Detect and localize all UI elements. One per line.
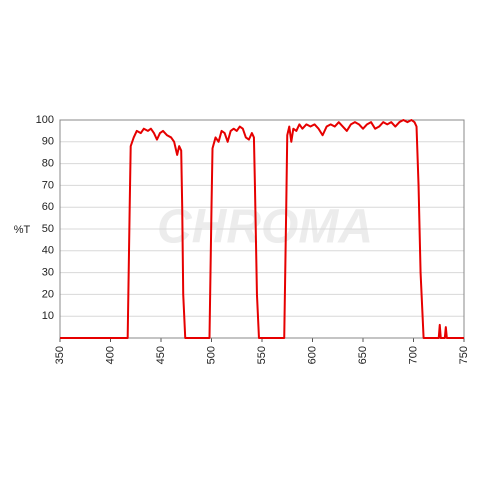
series-line [60, 119, 464, 339]
y-tick-label: 10 [42, 310, 54, 322]
y-tick-label: 100 [36, 114, 54, 126]
y-tick-label: 30 [42, 267, 54, 279]
y-axis-label: %T [14, 224, 31, 236]
y-tick-label: 70 [42, 179, 54, 191]
watermark: CHROMA [157, 201, 373, 254]
x-tick-label: 450 [155, 346, 167, 364]
x-tick-label: 500 [205, 346, 217, 364]
x-tick-label: 600 [306, 346, 318, 364]
x-tick-label: 650 [357, 346, 369, 364]
x-tick-label: 550 [256, 346, 268, 364]
y-tick-label: 60 [42, 201, 54, 213]
y-tick-label: 80 [42, 158, 54, 170]
y-tick-label: 40 [42, 245, 54, 257]
x-tick-label: 700 [407, 346, 419, 364]
y-tick-label: 20 [42, 288, 54, 300]
x-tick-label: 400 [104, 346, 116, 364]
y-tick-label: 50 [42, 223, 54, 235]
x-tick-label: 350 [54, 346, 66, 364]
y-tick-label: 90 [42, 136, 54, 148]
x-tick-label: 750 [458, 346, 470, 364]
